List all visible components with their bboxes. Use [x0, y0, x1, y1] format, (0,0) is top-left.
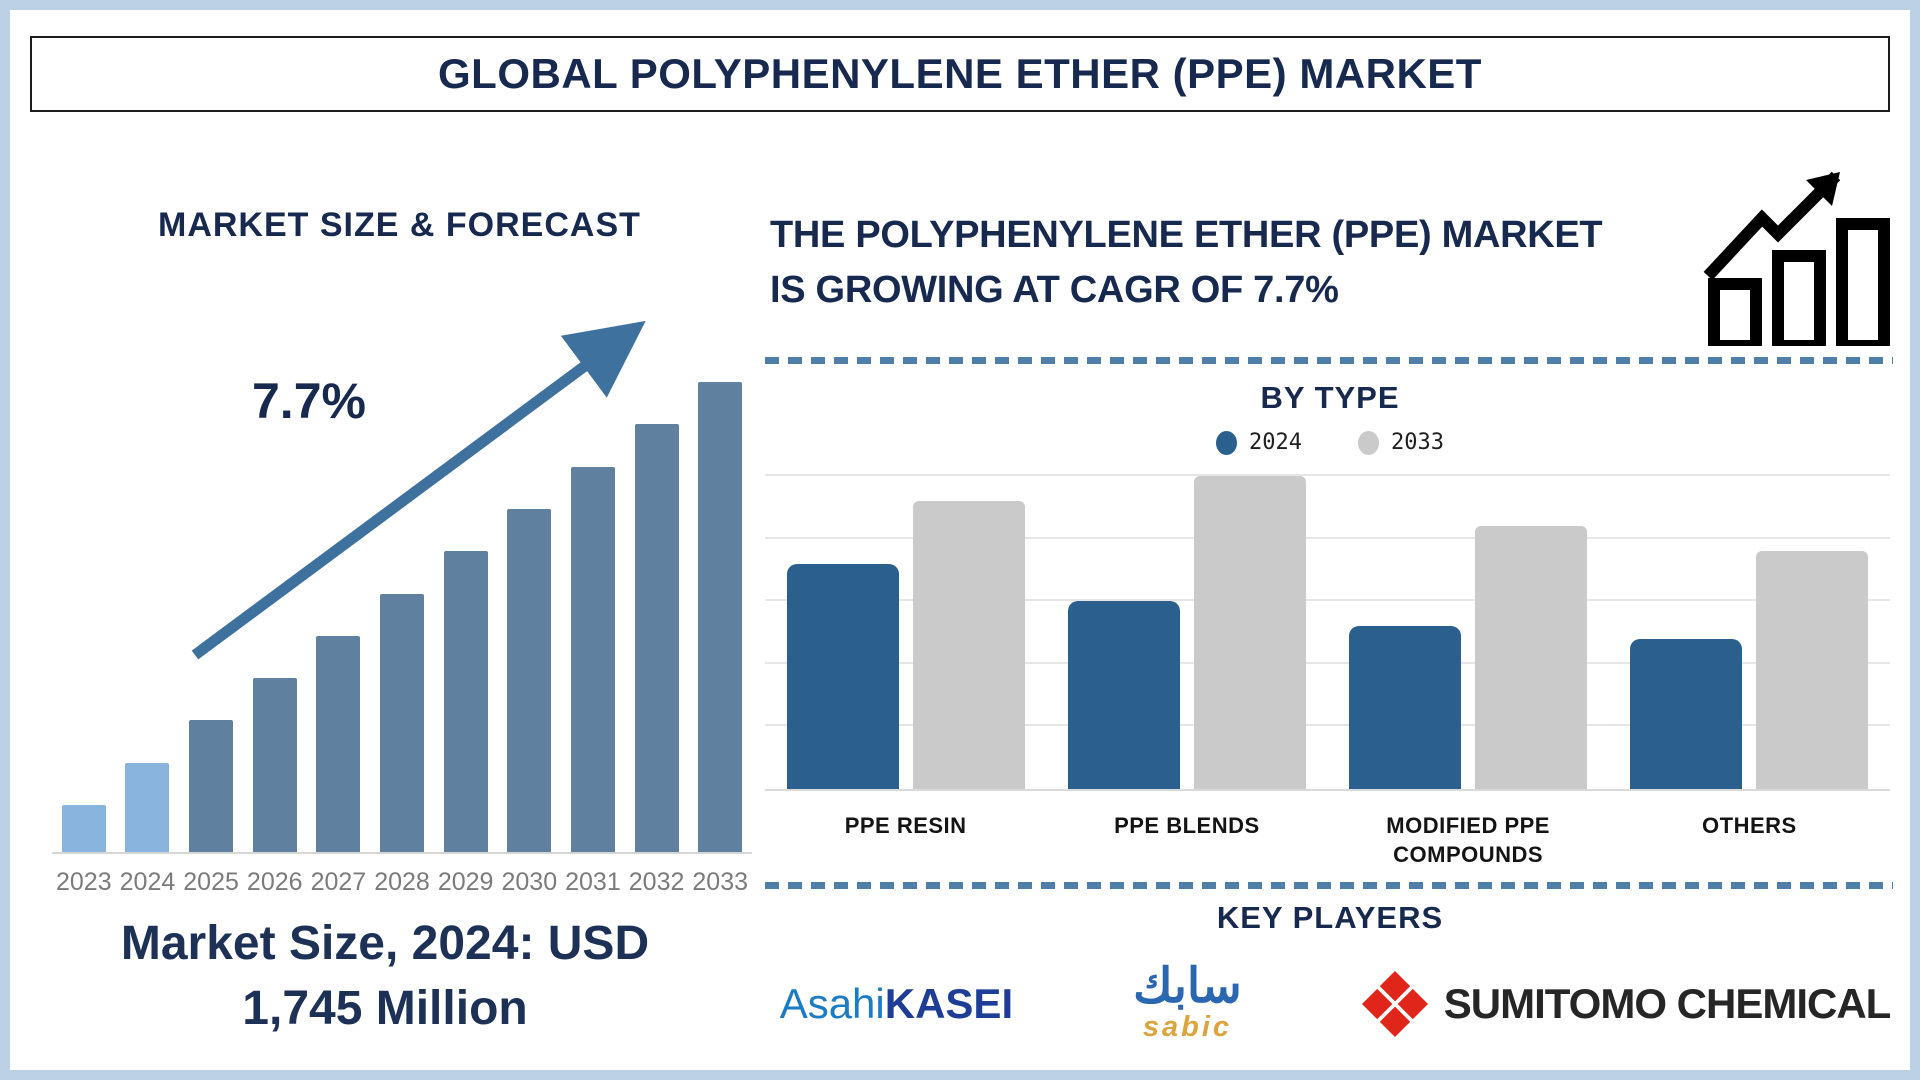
- year-axis: 2023 2024 2025 2026 2027 2028 2029 2030 2031 2032…: [52, 868, 752, 897]
- bar-group-ppe-blends: [1046, 476, 1327, 789]
- gridline-4: [765, 536, 1890, 539]
- legend-label-2033: 2033: [1391, 430, 1444, 455]
- cagr-headline: THE POLYPHENYLENE ETHER (PPE) MARKET IS …: [770, 208, 1720, 318]
- bar-2028: [380, 593, 425, 852]
- bar-ppe-resin-2033: [912, 501, 1025, 789]
- key-player-sabic: سابك sabic: [1133, 959, 1242, 1043]
- left-chart-title: MARKET SIZE & FORECAST: [158, 206, 641, 244]
- by-type-category-axis: PPE RESIN PPE BLENDS MODIFIED PPE COMPOUND…: [765, 812, 1890, 869]
- sumitomo-igeta-icon: [1361, 971, 1428, 1037]
- bar-cell-2031: [561, 382, 625, 852]
- bar-modified-ppe-compounds-2033: [1475, 526, 1588, 789]
- bar-2032: [634, 424, 679, 852]
- bar-group-ppe-resin: [765, 476, 1046, 789]
- bar-others-2033: [1756, 551, 1869, 789]
- bar-cell-2033: [688, 382, 752, 852]
- bar-2031: [570, 466, 615, 852]
- bar-2033: [698, 382, 743, 852]
- sabic-latin-wordmark: sabic: [1142, 1010, 1233, 1043]
- asahi-kasei-wordmark-kasei: KASEI: [884, 980, 1014, 1027]
- year-label-2028: 2028: [374, 868, 430, 896]
- gridline-2: [765, 661, 1890, 664]
- legend-dot-2033: [1358, 430, 1379, 455]
- bar-cell-2026: [243, 382, 307, 852]
- bar-2023: [61, 805, 106, 852]
- bar-2025: [189, 720, 234, 852]
- sumitomo-chemical-wordmark: SUMITOMO CHEMICAL: [1443, 980, 1892, 1027]
- caption-line-1: Market Size, 2024: USD: [120, 917, 650, 970]
- key-player-sumitomo-chemical: SUMITOMO CHEMICAL: [1361, 971, 1892, 1037]
- legend-dot-2024: [1216, 430, 1238, 455]
- legend-label-2024: 2024: [1249, 430, 1302, 455]
- year-label-2026: 2026: [246, 868, 303, 896]
- bar-modified-ppe-compounds-2024: [1349, 626, 1462, 789]
- key-players-title: KEY PLAYERS: [1216, 900, 1444, 935]
- bar-cell-2023: [52, 382, 116, 852]
- year-label-2023: 2023: [56, 868, 112, 896]
- bar-2030: [507, 508, 552, 852]
- market-size-forecast-chart: [52, 382, 752, 854]
- bar-2027: [316, 635, 361, 852]
- bar-2026: [252, 678, 297, 852]
- gridline-3: [765, 599, 1890, 602]
- year-label-2031: 2031: [565, 868, 621, 896]
- bar-ppe-blends-2024: [1067, 601, 1180, 789]
- dashed-divider-bottom: [765, 882, 1893, 889]
- year-label-2033: 2033: [692, 868, 749, 896]
- caption-line-2: 1,745 Million: [242, 981, 528, 1035]
- category-label-ppe-resin: PPE RESIN: [844, 813, 967, 838]
- dashed-divider-top: [765, 357, 1893, 364]
- year-label-2032: 2032: [628, 868, 685, 896]
- gridline-5: [765, 474, 1890, 476]
- market-size-caption: Market Size, 2024: USD 1,745 Million: [40, 912, 730, 1042]
- bar-group-modified-ppe-compounds: [1328, 476, 1609, 789]
- year-label-2025: 2025: [183, 868, 239, 896]
- legend-item-2033: 2033: [1358, 430, 1444, 455]
- bar-cell-2025: [179, 382, 243, 852]
- headline-line-1: THE POLYPHENYLENE ETHER (PPE) MARKET: [770, 214, 1603, 256]
- bar-cell-2030: [497, 382, 561, 852]
- category-label-modified-ppe-compounds: MODIFIED PPE COMPOUNDS: [1386, 813, 1550, 867]
- key-players-row: Asahi KASEI سابك sabic SUMITOMO CHEMICAL: [770, 948, 1900, 1060]
- by-type-title: BY TYPE: [1260, 380, 1400, 415]
- bar-cell-2029: [434, 382, 498, 852]
- year-label-2027: 2027: [310, 868, 367, 896]
- bar-cell-2024: [116, 382, 180, 852]
- bar-ppe-resin-2024: [786, 563, 899, 789]
- bar-cell-2028: [370, 382, 434, 852]
- page-title: GLOBAL POLYPHENYLENE ETHER (PPE) MARKET: [438, 50, 1482, 97]
- by-type-legend: 2024 2033: [770, 430, 1890, 455]
- bar-chart-rising-arrow-icon: [1703, 171, 1890, 346]
- category-label-others: OTHERS: [1702, 813, 1797, 838]
- bar-ppe-blends-2033: [1193, 476, 1306, 789]
- year-label-2024: 2024: [119, 868, 176, 896]
- asahi-kasei-wordmark-asahi: Asahi: [779, 980, 885, 1027]
- category-label-ppe-blends: PPE BLENDS: [1114, 813, 1260, 838]
- legend-item-2024: 2024: [1216, 430, 1302, 455]
- bar-cell-2027: [307, 382, 371, 852]
- bar-cell-2032: [625, 382, 689, 852]
- by-type-bars: [765, 476, 1890, 789]
- gridline-1: [765, 724, 1890, 727]
- year-label-2030: 2030: [501, 868, 558, 896]
- bar-group-others: [1609, 476, 1890, 789]
- key-player-asahi-kasei: Asahi KASEI: [780, 980, 1013, 1028]
- bar-2029: [443, 551, 488, 852]
- by-type-chart: [765, 474, 1890, 791]
- bar-others-2024: [1630, 638, 1743, 789]
- bar-2024: [125, 762, 170, 852]
- sabic-arabic-wordmark: سابك: [1133, 959, 1242, 1013]
- headline-line-2: IS GROWING AT CAGR OF 7.7%: [770, 269, 1339, 312]
- page-title-bar: GLOBAL POLYPHENYLENE ETHER (PPE) MARKET: [30, 36, 1890, 112]
- year-label-2029: 2029: [437, 868, 494, 896]
